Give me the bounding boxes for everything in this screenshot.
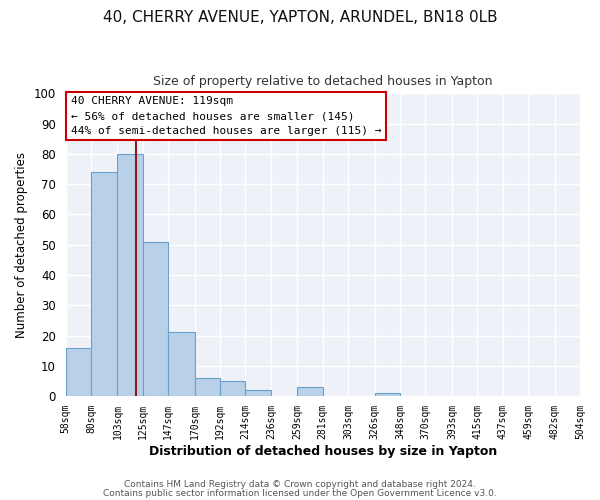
Bar (374, 393, 400, 396)
Text: Contains public sector information licensed under the Open Government Licence v3: Contains public sector information licen… (103, 488, 497, 498)
Bar (195, 378, 220, 396)
Bar (220, 381, 245, 396)
Text: 40, CHERRY AVENUE, YAPTON, ARUNDEL, BN18 0LB: 40, CHERRY AVENUE, YAPTON, ARUNDEL, BN18… (103, 10, 497, 25)
Bar (65, 348, 91, 396)
Bar (91, 172, 118, 396)
Bar (245, 390, 271, 396)
X-axis label: Distribution of detached houses by size in Yapton: Distribution of detached houses by size … (149, 444, 497, 458)
Text: Contains HM Land Registry data © Crown copyright and database right 2024.: Contains HM Land Registry data © Crown c… (124, 480, 476, 489)
Bar (118, 154, 143, 396)
Text: 40 CHERRY AVENUE: 119sqm
← 56% of detached houses are smaller (145)
44% of semi-: 40 CHERRY AVENUE: 119sqm ← 56% of detach… (71, 96, 381, 136)
Title: Size of property relative to detached houses in Yapton: Size of property relative to detached ho… (153, 75, 493, 88)
Bar (168, 332, 195, 396)
Y-axis label: Number of detached properties: Number of detached properties (15, 152, 28, 338)
Bar (143, 242, 168, 396)
Bar (298, 387, 323, 396)
